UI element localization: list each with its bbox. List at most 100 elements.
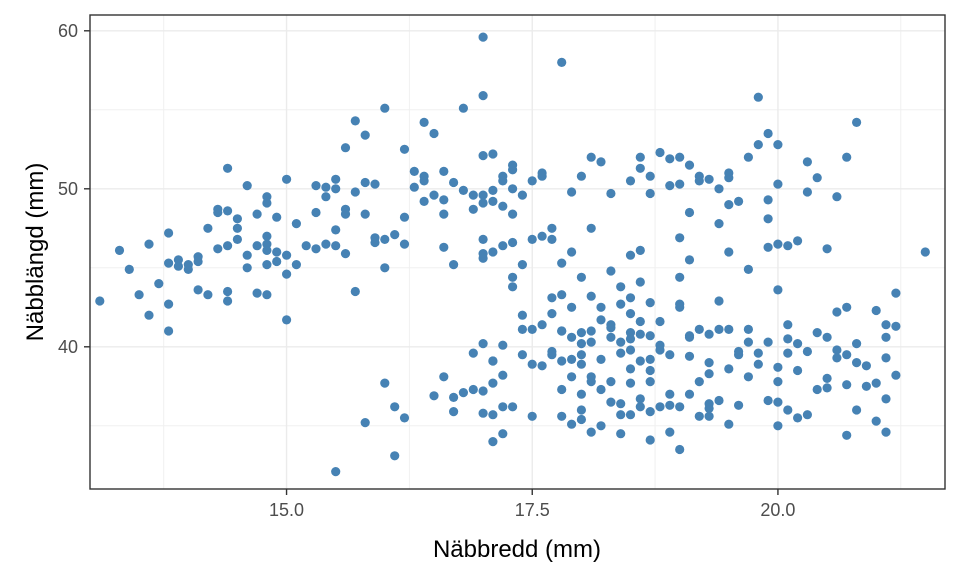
data-point bbox=[399, 239, 410, 249]
data-point bbox=[468, 204, 478, 214]
data-point bbox=[704, 403, 714, 413]
data-point bbox=[439, 209, 449, 219]
data-point bbox=[606, 323, 616, 333]
data-point bbox=[871, 416, 881, 426]
data-point bbox=[773, 397, 783, 407]
data-point bbox=[576, 272, 587, 282]
data-point bbox=[557, 290, 567, 300]
data-point bbox=[390, 451, 400, 461]
data-point bbox=[871, 305, 881, 316]
data-point bbox=[331, 225, 341, 235]
data-point bbox=[773, 239, 783, 249]
data-point bbox=[360, 177, 370, 188]
data-point bbox=[665, 427, 675, 437]
data-point bbox=[124, 264, 134, 274]
data-point bbox=[635, 152, 645, 162]
data-point bbox=[724, 364, 734, 374]
data-point bbox=[714, 219, 724, 229]
data-point bbox=[783, 241, 793, 251]
data-point bbox=[891, 288, 901, 298]
data-point bbox=[537, 320, 547, 330]
data-point bbox=[822, 332, 832, 342]
data-point bbox=[262, 192, 272, 202]
data-point bbox=[645, 331, 655, 341]
data-point bbox=[586, 377, 596, 387]
data-point bbox=[635, 163, 645, 173]
data-point bbox=[144, 239, 154, 249]
data-point bbox=[665, 400, 675, 410]
data-point bbox=[134, 290, 144, 300]
data-point bbox=[390, 402, 400, 412]
data-point bbox=[714, 184, 724, 194]
data-point bbox=[537, 361, 547, 371]
data-point bbox=[724, 419, 734, 429]
data-point bbox=[439, 166, 449, 176]
data-point bbox=[507, 402, 518, 412]
data-points bbox=[95, 32, 930, 477]
data-point bbox=[449, 177, 459, 188]
data-point bbox=[724, 200, 734, 210]
data-point bbox=[625, 364, 636, 374]
data-point bbox=[488, 437, 498, 447]
data-point bbox=[645, 298, 655, 308]
data-point bbox=[625, 328, 636, 338]
x-tick-label: 20.0 bbox=[760, 500, 795, 520]
data-point bbox=[743, 372, 754, 382]
data-point bbox=[743, 152, 754, 162]
data-point bbox=[586, 223, 596, 233]
data-point bbox=[350, 116, 360, 126]
data-point bbox=[881, 320, 891, 330]
data-point bbox=[743, 324, 754, 334]
data-point bbox=[576, 339, 587, 349]
data-point bbox=[832, 353, 842, 363]
data-point bbox=[164, 299, 174, 309]
data-point bbox=[645, 407, 655, 417]
data-point bbox=[203, 290, 213, 300]
data-point bbox=[675, 299, 685, 309]
data-point bbox=[763, 195, 773, 205]
data-point bbox=[262, 290, 272, 300]
data-point bbox=[419, 171, 429, 181]
data-point bbox=[763, 337, 773, 347]
data-point bbox=[793, 365, 803, 376]
data-point bbox=[517, 310, 528, 320]
data-point bbox=[567, 354, 577, 364]
data-point bbox=[616, 410, 626, 420]
data-point bbox=[439, 195, 449, 205]
data-point bbox=[488, 410, 498, 420]
data-point bbox=[301, 241, 311, 251]
data-point bbox=[675, 152, 685, 162]
data-point bbox=[547, 350, 557, 360]
data-point bbox=[616, 299, 626, 309]
data-point bbox=[321, 239, 331, 249]
data-point bbox=[694, 324, 704, 334]
data-point bbox=[842, 380, 852, 390]
data-point bbox=[478, 190, 488, 200]
data-point bbox=[694, 411, 704, 421]
data-point bbox=[537, 231, 547, 241]
data-point bbox=[360, 418, 370, 428]
data-point bbox=[783, 348, 793, 358]
data-point bbox=[724, 168, 734, 178]
data-point bbox=[832, 192, 842, 202]
data-point bbox=[606, 332, 616, 342]
data-point bbox=[567, 332, 577, 342]
data-point bbox=[439, 242, 449, 252]
data-point bbox=[645, 188, 655, 199]
data-point bbox=[527, 359, 537, 369]
data-point bbox=[724, 247, 734, 257]
data-point bbox=[842, 430, 852, 440]
data-point bbox=[340, 143, 351, 153]
y-tick-label: 50 bbox=[58, 179, 78, 199]
data-point bbox=[891, 321, 901, 331]
data-point bbox=[675, 402, 685, 412]
data-point bbox=[773, 140, 783, 150]
data-point bbox=[498, 429, 508, 439]
data-point bbox=[282, 315, 292, 325]
x-tick-label: 15.0 bbox=[269, 500, 304, 520]
data-point bbox=[655, 345, 665, 355]
data-point bbox=[645, 354, 655, 364]
data-point bbox=[419, 196, 429, 206]
y-tick-label: 60 bbox=[58, 21, 78, 41]
